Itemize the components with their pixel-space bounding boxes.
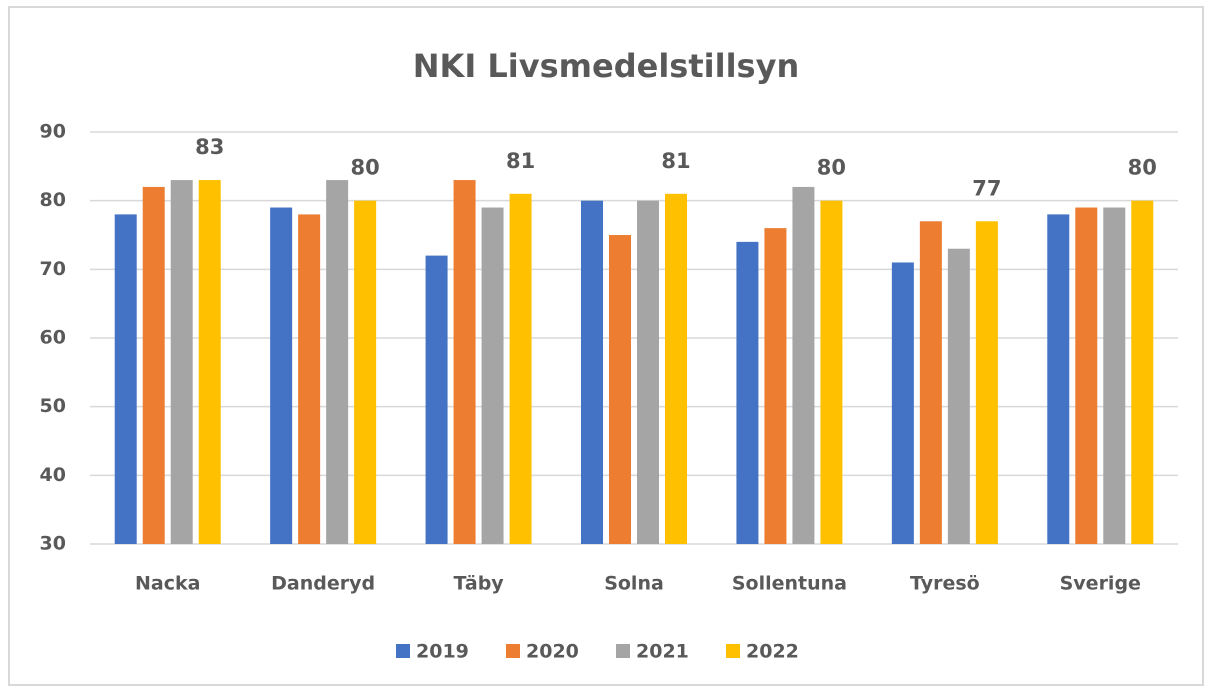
- bar: [947, 248, 970, 544]
- bar: [170, 180, 193, 545]
- legend-swatch: [726, 644, 740, 658]
- y-tick-label: 40: [40, 464, 66, 486]
- bar: [509, 193, 532, 545]
- bar: [975, 221, 998, 544]
- bar: [665, 193, 687, 545]
- bar: [919, 221, 942, 544]
- legend-swatch: [506, 644, 520, 658]
- bar: [1103, 207, 1126, 545]
- bar: [820, 200, 843, 544]
- y-tick-label: 70: [40, 258, 66, 280]
- bar: [764, 228, 787, 544]
- bar: [114, 214, 137, 544]
- bar: [792, 186, 815, 544]
- bar: [326, 180, 349, 545]
- data-label: 81: [506, 149, 535, 173]
- y-tick-label: 80: [40, 189, 66, 211]
- data-label: 80: [351, 156, 380, 180]
- bar: [581, 200, 603, 544]
- legend-label: 2021: [636, 641, 689, 663]
- bar: [481, 207, 504, 545]
- bar: [453, 180, 476, 545]
- data-label: 83: [195, 135, 224, 159]
- bar: [198, 180, 221, 545]
- bar: [142, 186, 165, 544]
- x-tick-label: Nacka: [135, 573, 200, 595]
- x-tick-label: Tyresö: [910, 573, 980, 595]
- y-tick-label: 60: [40, 327, 66, 349]
- legend-swatch: [396, 644, 410, 658]
- x-tick-label: Danderyd: [271, 573, 375, 595]
- data-label: 80: [817, 156, 846, 180]
- bar: [1047, 214, 1070, 544]
- x-tick-label: Solna: [604, 573, 664, 595]
- legend-label: 2022: [746, 641, 799, 663]
- y-tick-label: 50: [40, 395, 66, 417]
- bar: [270, 207, 293, 545]
- bar: [891, 262, 914, 544]
- bar: [354, 200, 377, 544]
- data-label: 81: [661, 149, 690, 173]
- data-label: 77: [972, 176, 1001, 200]
- legend-label: 2020: [526, 641, 579, 663]
- x-tick-label: Sverige: [1060, 573, 1141, 595]
- bar: [736, 241, 759, 544]
- bar: [1131, 200, 1154, 544]
- y-tick-label: 90: [40, 121, 66, 143]
- bar: [425, 255, 448, 544]
- x-tick-label: Täby: [453, 573, 504, 595]
- bar: [298, 214, 321, 544]
- legend-label: 2019: [416, 641, 469, 663]
- legend-swatch: [616, 644, 630, 658]
- data-label: 80: [1128, 156, 1157, 180]
- bar: [609, 235, 631, 544]
- x-tick-label: Sollentuna: [732, 573, 847, 595]
- bar: [1075, 207, 1098, 545]
- chart-title: NKI Livsmedelstillsyn: [413, 47, 799, 85]
- y-tick-label: 30: [40, 533, 66, 555]
- bar: [637, 200, 659, 544]
